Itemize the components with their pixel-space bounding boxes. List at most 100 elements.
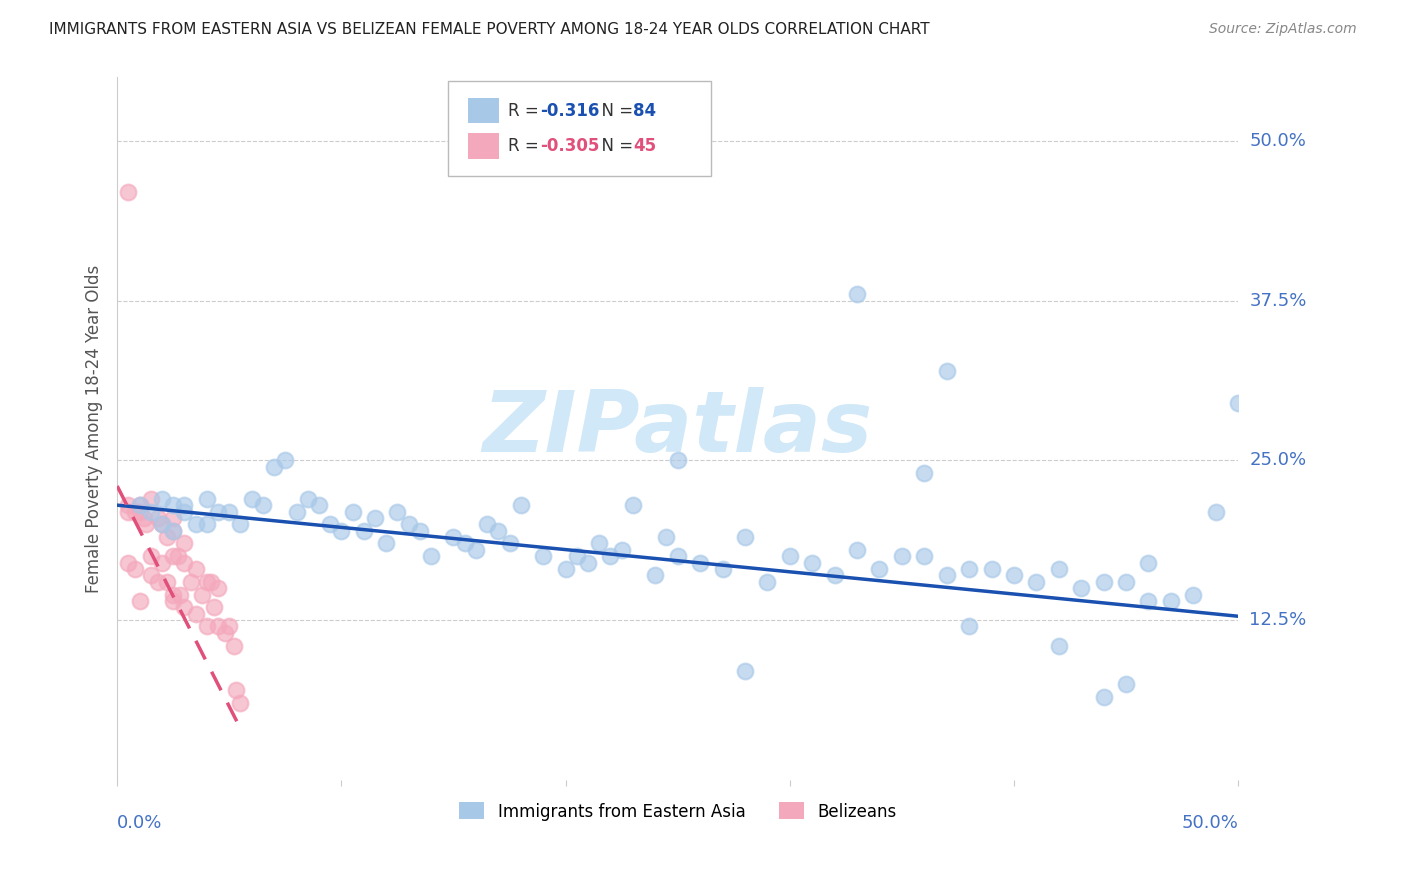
Point xyxy=(139,504,162,518)
Point xyxy=(214,625,236,640)
Point xyxy=(1070,581,1092,595)
Text: 12.5%: 12.5% xyxy=(1250,611,1306,629)
FancyBboxPatch shape xyxy=(468,98,499,123)
Point xyxy=(128,498,150,512)
Point xyxy=(155,574,177,589)
Point xyxy=(353,524,375,538)
Point xyxy=(1092,690,1115,704)
Point xyxy=(454,536,477,550)
Point xyxy=(1092,574,1115,589)
Point xyxy=(486,524,509,538)
Point xyxy=(498,536,520,550)
Text: 50.0%: 50.0% xyxy=(1250,132,1306,150)
Point xyxy=(162,524,184,538)
Point xyxy=(184,607,207,621)
Point xyxy=(734,530,756,544)
Legend: Immigrants from Eastern Asia, Belizeans: Immigrants from Eastern Asia, Belizeans xyxy=(460,802,896,821)
Point xyxy=(146,574,169,589)
Point xyxy=(162,549,184,564)
Text: -0.316: -0.316 xyxy=(540,102,599,120)
Point xyxy=(868,562,890,576)
Point xyxy=(756,574,779,589)
Point xyxy=(1047,562,1070,576)
Point xyxy=(912,467,935,481)
Point xyxy=(173,556,195,570)
Point xyxy=(150,517,173,532)
Point xyxy=(554,562,576,576)
Point xyxy=(150,491,173,506)
Point xyxy=(218,619,240,633)
Point xyxy=(957,562,980,576)
Point xyxy=(1227,396,1250,410)
Point xyxy=(1182,588,1205,602)
Point xyxy=(155,530,177,544)
Point xyxy=(195,619,218,633)
Point xyxy=(207,619,229,633)
Point xyxy=(588,536,610,550)
Point xyxy=(957,619,980,633)
Point xyxy=(229,517,252,532)
Point xyxy=(1160,594,1182,608)
Point xyxy=(128,594,150,608)
Point xyxy=(565,549,588,564)
Point xyxy=(263,459,285,474)
Text: 0.0%: 0.0% xyxy=(117,814,163,832)
Point xyxy=(146,511,169,525)
Point xyxy=(824,568,846,582)
Point xyxy=(610,542,633,557)
Point xyxy=(1002,568,1025,582)
Point xyxy=(330,524,353,538)
Point xyxy=(912,549,935,564)
Point xyxy=(375,536,398,550)
Point xyxy=(935,364,957,378)
Point xyxy=(162,511,184,525)
FancyBboxPatch shape xyxy=(449,81,711,176)
Point xyxy=(1137,556,1160,570)
Point xyxy=(1047,639,1070,653)
Text: 50.0%: 50.0% xyxy=(1181,814,1239,832)
Text: 37.5%: 37.5% xyxy=(1250,292,1306,310)
Point xyxy=(387,504,409,518)
Point xyxy=(1115,677,1137,691)
Point xyxy=(364,511,387,525)
Point xyxy=(285,504,308,518)
Point xyxy=(644,568,666,582)
Point xyxy=(202,600,225,615)
Point xyxy=(169,588,191,602)
Point xyxy=(666,549,689,564)
Point xyxy=(117,498,139,512)
Point xyxy=(195,574,218,589)
Point xyxy=(222,639,245,653)
Point xyxy=(689,556,711,570)
Text: IMMIGRANTS FROM EASTERN ASIA VS BELIZEAN FEMALE POVERTY AMONG 18-24 YEAR OLDS CO: IMMIGRANTS FROM EASTERN ASIA VS BELIZEAN… xyxy=(49,22,929,37)
Point xyxy=(319,517,342,532)
Point xyxy=(297,491,319,506)
Point xyxy=(846,542,869,557)
Text: 25.0%: 25.0% xyxy=(1250,451,1306,469)
Point xyxy=(599,549,621,564)
Point xyxy=(308,498,330,512)
Point xyxy=(173,536,195,550)
Point xyxy=(207,581,229,595)
Point xyxy=(200,574,222,589)
Point xyxy=(443,530,465,544)
Point xyxy=(128,498,150,512)
Point xyxy=(801,556,824,570)
Point xyxy=(398,517,420,532)
Point xyxy=(117,186,139,200)
Point xyxy=(139,568,162,582)
FancyBboxPatch shape xyxy=(468,134,499,159)
Point xyxy=(576,556,599,570)
Point xyxy=(139,491,162,506)
Text: 84: 84 xyxy=(633,102,657,120)
Text: R =: R = xyxy=(509,102,544,120)
Point xyxy=(184,517,207,532)
Point xyxy=(207,504,229,518)
Point xyxy=(132,511,155,525)
Point xyxy=(464,542,486,557)
Point xyxy=(124,504,146,518)
Point xyxy=(218,504,240,518)
Text: N =: N = xyxy=(592,102,638,120)
Point xyxy=(846,287,869,301)
Point xyxy=(252,498,274,512)
